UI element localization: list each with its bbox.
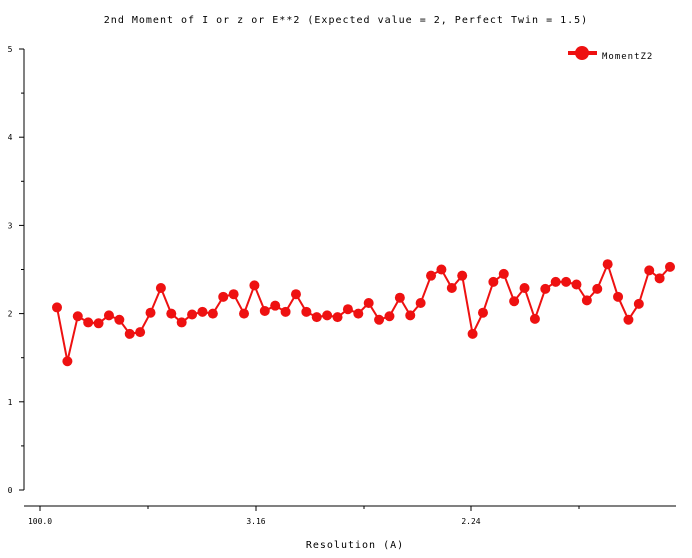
data-point — [83, 317, 94, 328]
data-point — [457, 270, 468, 281]
y-tick-label: 2 — [8, 310, 13, 319]
x-tick-label: 100.0 — [28, 517, 52, 526]
data-point — [613, 291, 624, 302]
y-tick-label: 5 — [8, 45, 13, 54]
data-point — [103, 310, 114, 321]
data-point — [529, 313, 540, 324]
y-axis-ticks: 0 1 2 3 4 5 — [8, 45, 24, 495]
data-point — [477, 307, 488, 318]
data-point — [301, 306, 312, 317]
data-point — [93, 318, 104, 329]
y-tick-label: 4 — [8, 133, 13, 142]
data-point — [342, 304, 353, 315]
data-point — [519, 283, 530, 294]
data-point — [176, 317, 187, 328]
data-point — [581, 295, 592, 306]
x-tick-label: 2.24 — [461, 517, 480, 526]
x-axis-ticks: 100.0 3.16 2.24 — [28, 506, 580, 526]
data-point — [124, 328, 135, 339]
data-point — [249, 280, 260, 291]
data-point — [436, 264, 447, 275]
data-point — [467, 328, 478, 339]
data-point — [498, 268, 509, 279]
data-point — [72, 311, 83, 322]
data-point — [561, 276, 572, 287]
data-point — [633, 298, 644, 309]
data-point — [322, 310, 333, 321]
data-point — [290, 289, 301, 300]
data-point — [654, 273, 665, 284]
series-layer — [52, 259, 675, 367]
legend-marker-swatch — [575, 46, 589, 60]
data-point — [332, 312, 343, 323]
y-tick-label: 0 — [8, 486, 13, 495]
x-tick-label: 3.16 — [246, 517, 265, 526]
data-point — [384, 311, 395, 322]
legend-label: MomentZ2 — [602, 52, 653, 62]
data-point — [145, 307, 156, 318]
data-point — [488, 276, 499, 287]
data-point — [509, 296, 520, 307]
data-point — [270, 300, 281, 311]
data-point — [602, 259, 613, 270]
data-point — [207, 308, 218, 319]
data-point — [550, 276, 561, 287]
data-point — [446, 283, 457, 294]
data-point — [623, 314, 634, 325]
data-point — [228, 289, 239, 300]
legend: MomentZ2 — [568, 46, 653, 62]
data-point — [114, 314, 125, 325]
data-point — [239, 308, 250, 319]
data-point — [311, 312, 322, 323]
data-point — [155, 283, 166, 294]
data-point — [166, 308, 177, 319]
y-tick-label: 1 — [8, 398, 13, 407]
data-point — [405, 310, 416, 321]
data-point — [540, 283, 551, 294]
data-point — [218, 291, 229, 302]
x-axis-title: Resolution (A) — [306, 540, 404, 551]
data-point — [363, 298, 374, 309]
data-point — [280, 306, 291, 317]
y-tick-label: 3 — [8, 221, 13, 230]
data-point — [394, 292, 405, 303]
data-point — [52, 302, 62, 313]
data-point — [197, 306, 208, 317]
data-point — [592, 283, 603, 294]
data-point — [62, 356, 73, 367]
data-point — [665, 261, 675, 272]
data-point — [353, 308, 364, 319]
data-point — [187, 309, 198, 320]
data-point — [571, 279, 582, 290]
data-point — [135, 327, 146, 338]
data-point — [415, 298, 426, 309]
data-point — [374, 314, 385, 325]
data-point — [644, 265, 655, 276]
data-point — [259, 305, 270, 316]
chart-title: 2nd Moment of I or z or E**2 (Expected v… — [104, 15, 588, 26]
data-point — [426, 270, 437, 281]
